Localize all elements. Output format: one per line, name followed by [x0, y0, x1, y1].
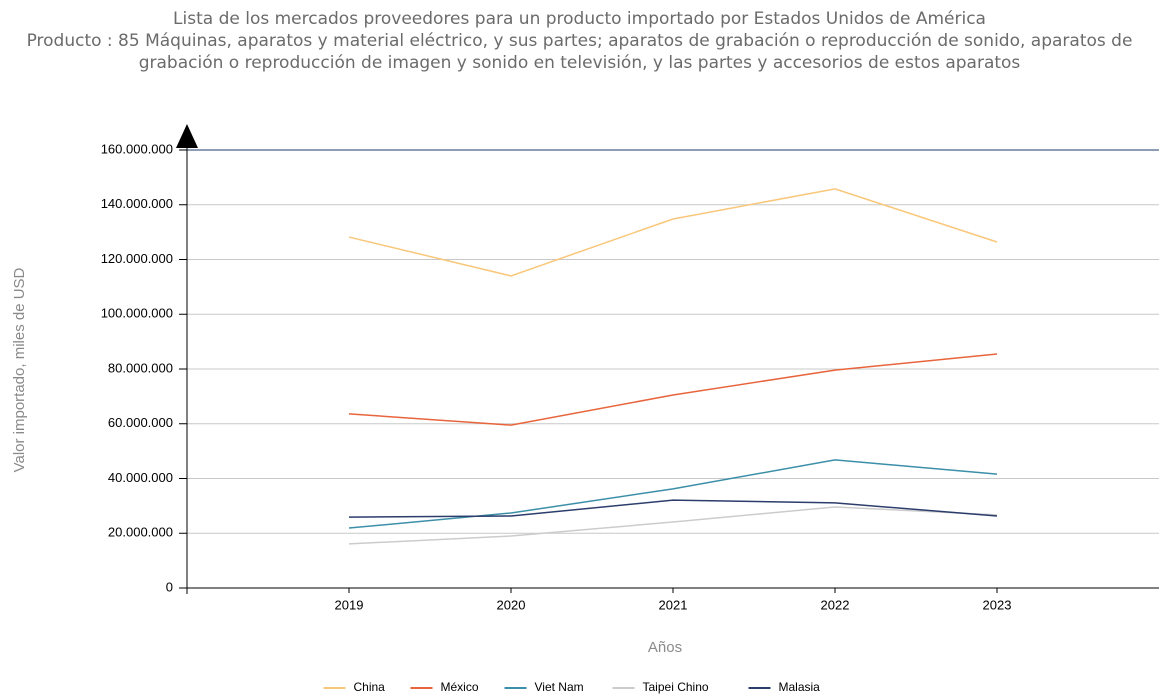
- y-tick-label: 100.000.000: [101, 306, 173, 321]
- y-tick-label: 40.000.000: [108, 470, 173, 485]
- y-tick-label: 140.000.000: [101, 196, 173, 211]
- legend-label: Taipei Chino: [643, 680, 709, 694]
- series-line: [348, 353, 998, 426]
- series-line: [348, 506, 998, 545]
- y-tick-label: 160.000.000: [101, 141, 173, 156]
- y-tick-label: 20.000.000: [108, 525, 173, 540]
- titles: Lista de los mercados proveedores para u…: [20, 8, 1139, 74]
- x-tick-label: 2021: [659, 597, 688, 612]
- x-tick-label: 2020: [497, 597, 526, 612]
- y-tick-label: 80.000.000: [108, 360, 173, 375]
- x-tick-label: 2022: [821, 597, 850, 612]
- legend-label: Viet Nam: [535, 680, 584, 694]
- legend-label: China: [354, 680, 386, 694]
- legend-label: México: [441, 680, 479, 694]
- series-line: [348, 459, 998, 529]
- x-tick-label: 2019: [335, 597, 364, 612]
- series-line: [348, 188, 998, 277]
- chart-subtitle: Producto : 85 Máquinas, aparatos y mater…: [26, 31, 1133, 73]
- x-tick-label: 2023: [983, 597, 1012, 612]
- legend-label: Malasia: [779, 680, 821, 694]
- y-tick-label: 120.000.000: [101, 251, 173, 266]
- y-axis-label: Valor importado, miles de USD: [11, 267, 28, 472]
- axis-arrow: [176, 124, 198, 148]
- chart-title: Lista de los mercados proveedores para u…: [173, 9, 986, 29]
- x-axis-label: Años: [648, 639, 682, 656]
- series-line: [348, 499, 998, 518]
- y-tick-label: 60.000.000: [108, 415, 173, 430]
- y-tick-label: 0: [166, 579, 173, 594]
